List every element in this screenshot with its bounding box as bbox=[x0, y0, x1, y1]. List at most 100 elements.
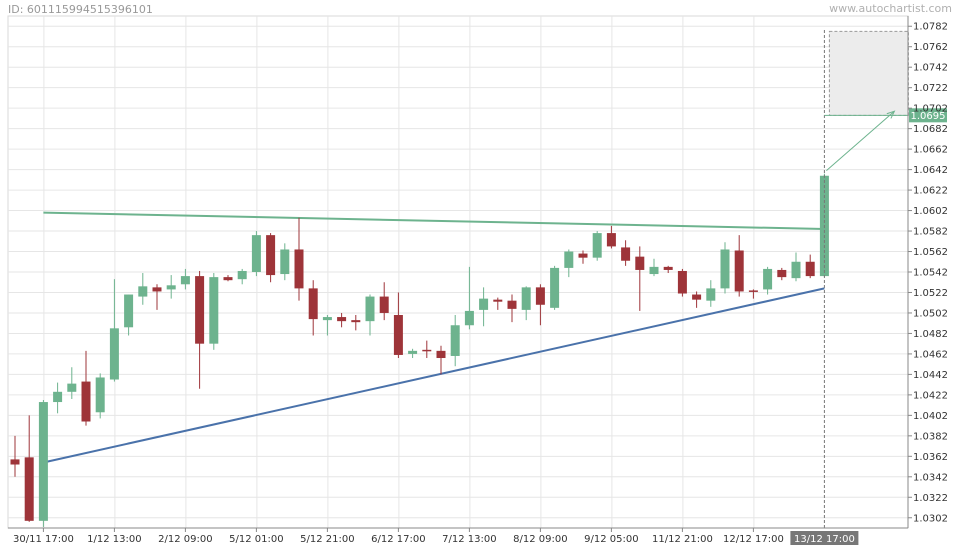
candle-body bbox=[763, 268, 773, 290]
candle-body bbox=[677, 270, 687, 294]
x-tick-label: 30/11 17:00 bbox=[13, 534, 74, 545]
x-tick-label: 5/12 01:00 bbox=[229, 534, 283, 545]
candle-down bbox=[337, 312, 347, 328]
candle-up bbox=[95, 373, 105, 419]
candle-up bbox=[464, 266, 474, 330]
trendlines bbox=[43, 211, 825, 464]
candle-down bbox=[663, 265, 673, 274]
y-tick-label: 1.0622 bbox=[913, 186, 948, 197]
candle-up bbox=[38, 400, 48, 527]
y-tick-label: 1.0582 bbox=[913, 227, 948, 238]
candle-down bbox=[635, 246, 645, 311]
y-tick-label: 1.0782 bbox=[913, 22, 948, 33]
resistance-trendline bbox=[43, 211, 825, 230]
candle-body bbox=[663, 266, 673, 270]
candle-down bbox=[777, 267, 787, 281]
y-tick-label: 1.0562 bbox=[913, 247, 948, 258]
candle-body bbox=[578, 253, 588, 258]
candle-down bbox=[621, 240, 631, 266]
candle-body bbox=[351, 320, 361, 323]
x-tick-label: 6/12 17:00 bbox=[371, 534, 425, 545]
candle-down bbox=[393, 292, 403, 359]
candle-body bbox=[166, 285, 176, 290]
y-tick-label: 1.0382 bbox=[913, 431, 948, 442]
y-tick-label: 1.0662 bbox=[913, 145, 948, 156]
candle-up bbox=[138, 273, 148, 305]
candle-down bbox=[24, 415, 34, 522]
candle-down bbox=[606, 225, 616, 249]
y-tick-label: 1.0462 bbox=[913, 349, 948, 360]
candle-body bbox=[621, 247, 631, 261]
candle-body bbox=[734, 250, 744, 292]
candle-body bbox=[67, 383, 77, 392]
y-tick-label: 1.0742 bbox=[913, 63, 948, 74]
y-tick-label: 1.0322 bbox=[913, 493, 948, 504]
candle-body bbox=[464, 310, 474, 326]
candle-body bbox=[209, 277, 219, 344]
candle-up bbox=[450, 315, 460, 367]
candle-up bbox=[479, 287, 489, 327]
candle-body bbox=[791, 261, 801, 279]
candle-down bbox=[152, 284, 162, 310]
x-tick-label: 1/12 13:00 bbox=[87, 534, 141, 545]
candle-body bbox=[152, 287, 162, 292]
candle-body bbox=[422, 349, 432, 352]
y-tick-label: 1.0702 bbox=[913, 104, 948, 115]
candle-body bbox=[535, 287, 545, 305]
candle-body bbox=[493, 299, 503, 302]
candle-down bbox=[294, 217, 304, 301]
candle-body bbox=[592, 233, 602, 258]
x-tick-label: 2/12 09:00 bbox=[158, 534, 212, 545]
x-axis: 30/11 17:00 1/12 13:00 2/12 09:00 5/12 01:0… bbox=[8, 527, 908, 545]
candle-body bbox=[280, 249, 290, 275]
y-tick-label: 1.0682 bbox=[913, 124, 948, 135]
time-badge bbox=[790, 531, 859, 545]
candle-body bbox=[436, 350, 446, 359]
candle-body bbox=[266, 235, 276, 276]
candle-body bbox=[450, 325, 460, 356]
y-tick-label: 1.0402 bbox=[913, 411, 948, 422]
candle-body bbox=[24, 457, 34, 521]
y-tick-label: 1.0522 bbox=[913, 288, 948, 299]
candle-up bbox=[109, 279, 119, 382]
candle-body bbox=[223, 277, 233, 281]
y-tick-label: 1.0342 bbox=[913, 472, 948, 483]
candle-down bbox=[195, 270, 205, 389]
candle-body bbox=[237, 270, 247, 280]
candle-body bbox=[777, 269, 787, 278]
y-axis: 1.0782 1.0762 1.0742 1.0722 1.0702 1.0682 1.06… bbox=[907, 16, 948, 528]
y-tick-label: 1.0482 bbox=[913, 329, 948, 340]
forecast-arrowhead bbox=[886, 110, 896, 119]
candle-up bbox=[592, 231, 602, 261]
candle-body bbox=[748, 290, 758, 292]
candle-body bbox=[393, 315, 403, 355]
x-tick-label: 9/12 05:00 bbox=[584, 534, 638, 545]
watermark: www.autochartist.com bbox=[829, 2, 952, 15]
candle-up bbox=[53, 382, 63, 414]
candle-up bbox=[180, 268, 190, 290]
candle-down bbox=[379, 282, 389, 321]
candle-body bbox=[521, 287, 531, 310]
target-zone bbox=[828, 30, 909, 116]
candle-up bbox=[521, 286, 531, 321]
candle-body bbox=[251, 235, 261, 272]
price-badge-label: 1.0695 bbox=[911, 111, 946, 122]
y-tick-label: 1.0362 bbox=[913, 452, 948, 463]
candle-body bbox=[606, 233, 616, 247]
y-tick-label: 1.0542 bbox=[913, 268, 948, 279]
candle-body bbox=[635, 256, 645, 270]
grid bbox=[7, 15, 909, 529]
candle-down bbox=[805, 254, 815, 279]
candle-body bbox=[53, 391, 63, 403]
candle-body bbox=[109, 328, 119, 380]
candle-up bbox=[166, 275, 176, 299]
y-tick-label: 1.0302 bbox=[913, 513, 948, 524]
candle-up bbox=[408, 348, 418, 359]
candle-body bbox=[805, 261, 815, 277]
candle-up bbox=[706, 280, 716, 307]
x-tick-label: 12/12 17:00 bbox=[723, 534, 784, 545]
candle-down bbox=[308, 280, 318, 336]
candle-down bbox=[351, 315, 361, 331]
candle-down bbox=[535, 284, 545, 326]
support-trendline bbox=[43, 287, 825, 464]
